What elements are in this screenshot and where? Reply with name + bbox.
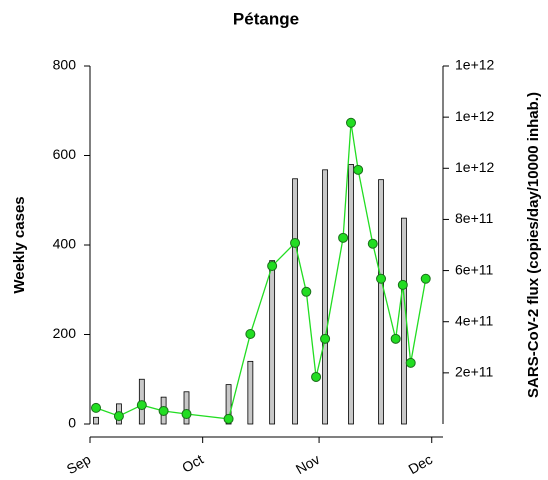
y2-tick-label: 8e+11	[455, 210, 493, 226]
point	[420, 273, 431, 284]
point	[245, 328, 256, 339]
point	[113, 411, 124, 422]
point	[158, 405, 169, 416]
y2-tick-label: 1e+12	[455, 108, 495, 124]
y2-tick-label: 4e+11	[455, 312, 493, 328]
x-tick-label: Nov	[293, 451, 323, 477]
y-tick-label: 400	[53, 236, 77, 252]
point	[345, 117, 356, 128]
point	[338, 232, 349, 243]
point	[301, 286, 312, 297]
point	[397, 279, 408, 290]
bar	[348, 164, 354, 425]
y-tick-label: 0	[68, 415, 76, 431]
x-tick-label: Oct	[179, 451, 206, 476]
y-tick-label: 600	[53, 146, 77, 162]
bar	[225, 384, 232, 425]
y2-tick-label: 1e+12	[455, 159, 495, 175]
point	[320, 333, 331, 344]
point	[223, 413, 234, 424]
bar	[322, 169, 328, 425]
bar	[93, 416, 99, 425]
y2-tick-label: 6e+11	[455, 261, 493, 277]
y2-axis-label: SARS-CoV-2 flux (copies/day/10000 inhab.…	[525, 92, 542, 398]
point	[91, 402, 102, 413]
bar	[401, 217, 407, 425]
point	[376, 273, 387, 284]
y2-tick-label: 1e+12	[455, 57, 495, 73]
point	[353, 164, 364, 175]
point	[290, 237, 301, 248]
bar	[269, 260, 276, 425]
y-tick-label: 800	[53, 57, 77, 73]
point	[390, 333, 401, 344]
line	[95, 122, 427, 420]
y2-tick-label: 2e+11	[455, 364, 493, 380]
bar	[247, 360, 254, 425]
x-tick-label: Sep	[64, 451, 94, 477]
chart-title: Pétange	[233, 9, 299, 28]
point	[367, 238, 378, 249]
bar	[183, 391, 190, 425]
point	[311, 371, 322, 382]
point	[181, 409, 192, 420]
bar	[378, 179, 384, 425]
bar	[292, 178, 298, 425]
y-axis-label: Weekly cases	[11, 196, 28, 293]
point	[136, 400, 147, 411]
x-tick-label: Dec	[406, 451, 436, 477]
point	[405, 357, 416, 368]
point	[267, 260, 278, 271]
y-tick-label: 200	[53, 325, 77, 341]
